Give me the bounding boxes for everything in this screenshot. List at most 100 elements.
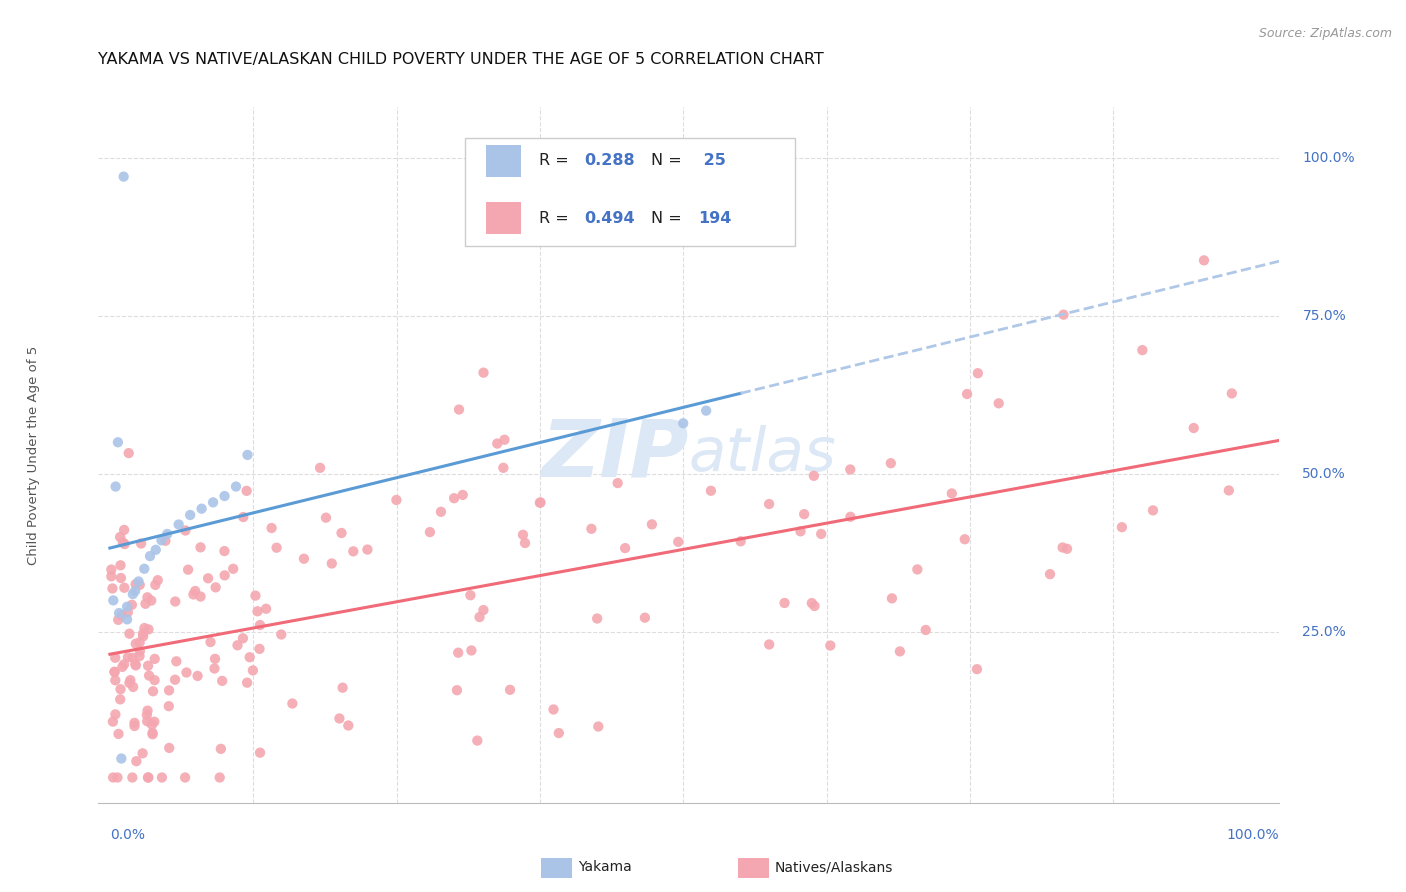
Point xyxy=(138,771,160,785)
Point xyxy=(128,644,150,658)
Point xyxy=(419,525,441,540)
Point xyxy=(138,668,160,682)
Point xyxy=(136,771,159,785)
Text: YAKAMA VS NATIVE/ALASKAN CHILD POVERTY UNDER THE AGE OF 5 CORRELATION CHART: YAKAMA VS NATIVE/ALASKAN CHILD POVERTY U… xyxy=(98,52,824,67)
Point xyxy=(143,714,166,729)
Point xyxy=(167,517,190,532)
Point xyxy=(309,460,332,475)
Point xyxy=(134,562,156,576)
Text: R =: R = xyxy=(538,153,574,169)
Point xyxy=(547,726,569,740)
Point xyxy=(132,629,155,643)
Point xyxy=(110,751,132,765)
Point xyxy=(128,578,150,592)
Point xyxy=(695,403,717,417)
Point xyxy=(242,664,264,678)
Text: 75.0%: 75.0% xyxy=(1302,309,1346,323)
Point xyxy=(143,673,166,688)
Point xyxy=(494,433,516,447)
Point xyxy=(101,582,124,596)
Point xyxy=(103,665,125,679)
Point xyxy=(889,644,911,658)
Point xyxy=(222,562,245,576)
Point xyxy=(641,517,664,532)
Point xyxy=(337,718,360,732)
Point xyxy=(839,462,862,476)
Point xyxy=(1056,541,1078,556)
Point xyxy=(112,657,135,672)
Point xyxy=(141,717,163,731)
Point xyxy=(1192,253,1215,268)
Point xyxy=(104,707,127,722)
Point xyxy=(121,587,143,601)
Point xyxy=(114,537,136,551)
Point xyxy=(586,611,609,625)
Point xyxy=(115,612,138,626)
Point xyxy=(110,571,132,585)
Text: 25.0%: 25.0% xyxy=(1302,625,1346,639)
Text: 50.0%: 50.0% xyxy=(1302,467,1346,481)
Point xyxy=(117,650,139,665)
Point xyxy=(136,704,159,718)
Point xyxy=(124,583,146,598)
Point xyxy=(145,542,167,557)
Point xyxy=(134,597,156,611)
Text: ZIP: ZIP xyxy=(541,416,689,494)
Point xyxy=(120,673,142,687)
Point xyxy=(803,599,825,613)
Point xyxy=(987,396,1010,410)
Point xyxy=(110,558,132,573)
Point xyxy=(125,754,148,768)
Point xyxy=(332,681,354,695)
Point xyxy=(330,526,353,541)
Point xyxy=(820,639,842,653)
Point xyxy=(758,497,780,511)
Text: atlas: atlas xyxy=(689,425,837,484)
Point xyxy=(225,479,247,493)
Point xyxy=(1111,520,1133,534)
Point xyxy=(190,541,212,555)
Point xyxy=(1130,343,1153,358)
Point xyxy=(118,676,141,690)
Point xyxy=(112,581,135,595)
Point xyxy=(110,692,132,706)
Point xyxy=(107,727,129,741)
Point xyxy=(543,702,565,716)
Point xyxy=(157,740,180,755)
Point xyxy=(124,577,146,591)
Point xyxy=(236,675,259,690)
Point xyxy=(236,448,259,462)
Point xyxy=(468,610,491,624)
Point xyxy=(124,719,146,733)
Point xyxy=(134,621,156,635)
Point xyxy=(270,627,292,641)
Point xyxy=(245,589,267,603)
Point xyxy=(292,551,315,566)
Point xyxy=(513,536,536,550)
Point xyxy=(179,508,201,522)
Point xyxy=(956,387,979,401)
Point xyxy=(110,608,132,623)
Point xyxy=(165,654,187,668)
Point xyxy=(176,665,198,680)
Point xyxy=(157,699,180,714)
Point xyxy=(385,492,408,507)
Text: 194: 194 xyxy=(699,211,731,226)
Point xyxy=(1142,503,1164,517)
Bar xyxy=(486,145,522,177)
Point xyxy=(190,590,212,604)
Point xyxy=(465,733,488,747)
Point xyxy=(614,541,637,555)
Point xyxy=(666,534,689,549)
Point xyxy=(443,491,465,506)
Point xyxy=(211,673,233,688)
Point xyxy=(254,601,277,615)
Point xyxy=(121,771,143,785)
Point xyxy=(260,521,283,535)
Point xyxy=(249,618,271,632)
Point xyxy=(204,661,226,675)
Point xyxy=(128,649,150,664)
Text: Child Poverty Under the Age of 5: Child Poverty Under the Age of 5 xyxy=(27,345,39,565)
Point xyxy=(115,599,138,614)
Point xyxy=(634,610,657,624)
